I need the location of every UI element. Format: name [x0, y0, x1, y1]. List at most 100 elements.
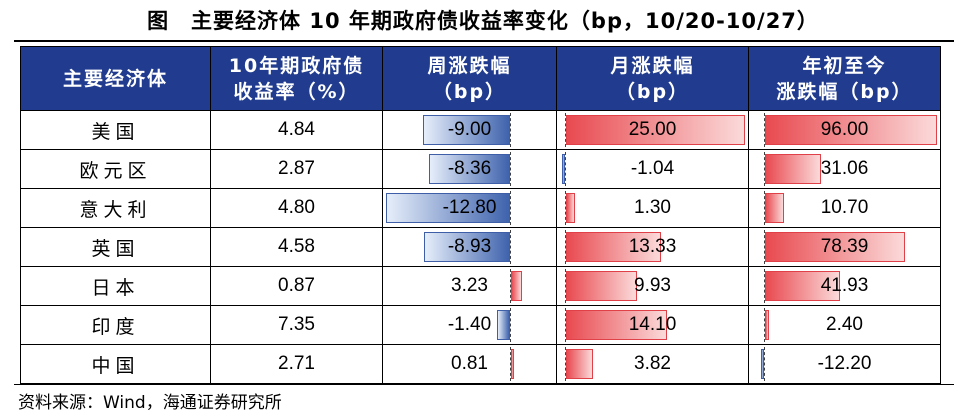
- week-value: -1.40: [447, 314, 492, 335]
- header-month: 月涨跌幅 （bp）: [556, 46, 749, 111]
- header-country: 主要经济体: [20, 46, 211, 111]
- country-cell: 中国: [20, 344, 211, 384]
- week-change-cell: 0.81: [382, 344, 557, 384]
- ytd-axis-line: [764, 191, 766, 225]
- table-row: 英国 4.58 -8.93 13.33 78.39: [20, 227, 941, 267]
- week-change-cell: 3.23: [382, 266, 557, 306]
- month-data-bar: [565, 232, 662, 262]
- week-value: -8.36: [447, 158, 492, 179]
- ytd-value: 41.93: [820, 275, 869, 296]
- table-row: 日本 0.87 3.23 9.93 41.93: [20, 266, 941, 306]
- month-data-bar: [565, 115, 745, 145]
- ytd-change-cell: -12.20: [748, 344, 941, 384]
- yield-cell: 2.71: [210, 344, 383, 384]
- month-data-bar: [565, 349, 593, 379]
- month-axis-line: [564, 308, 566, 342]
- month-change-cell: 13.33: [556, 227, 749, 267]
- week-axis-line: [510, 113, 512, 147]
- table-row: 美国 4.84 -9.00 25.00 96.00: [20, 110, 941, 150]
- country-cell: 印度: [20, 305, 211, 345]
- month-data-bar: [565, 310, 667, 340]
- ytd-data-bar: [765, 193, 785, 223]
- bottom-rule: [14, 384, 954, 385]
- week-value: -12.80: [442, 197, 497, 218]
- ytd-value: 96.00: [820, 119, 869, 140]
- month-change-cell: 14.10: [556, 305, 749, 345]
- ytd-axis-line: [764, 347, 766, 381]
- week-data-bar: [386, 193, 511, 223]
- table-title: 图 主要经济体 10 年期政府债收益率变化（bp，10/20-10/27）: [147, 9, 819, 33]
- month-change-cell: -1.04: [556, 149, 749, 189]
- week-data-bar: [496, 310, 511, 340]
- source-note: 资料来源：Wind，海通证券研究所: [18, 393, 282, 413]
- week-change-cell: -9.00: [382, 110, 557, 150]
- country-cell: 美国: [20, 110, 211, 150]
- header-week-line1: 周涨跌幅: [427, 54, 512, 77]
- month-value: 14.10: [628, 314, 677, 335]
- week-data-bar: [422, 115, 511, 145]
- ytd-data-bar: [765, 271, 841, 301]
- header-month-line1: 月涨跌幅: [610, 54, 695, 77]
- month-axis-line: [564, 347, 566, 381]
- month-value: -1.04: [630, 158, 675, 179]
- ytd-change-cell: 96.00: [748, 110, 941, 150]
- country-cell: 日本: [20, 266, 211, 306]
- month-value: 13.33: [628, 236, 677, 257]
- ytd-change-cell: 2.40: [748, 305, 941, 345]
- country-cell: 欧元区: [20, 149, 211, 189]
- header-yield: 10年期政府债 收益率（%）: [210, 46, 383, 111]
- ytd-data-bar: [765, 154, 821, 184]
- month-value: 1.30: [634, 197, 671, 218]
- month-axis-line: [564, 191, 566, 225]
- yield-cell: 7.35: [210, 305, 383, 345]
- ytd-value: 10.70: [820, 197, 869, 218]
- week-axis-line: [510, 308, 512, 342]
- week-data-bar: [429, 154, 511, 184]
- week-value: 0.81: [451, 353, 488, 374]
- week-change-cell: -12.80: [382, 188, 557, 228]
- header-ytd-line1: 年初至今: [802, 54, 887, 77]
- table-row: 意大利 4.80 -12.80 1.30 10.70: [20, 188, 941, 228]
- week-axis-line: [510, 230, 512, 264]
- month-value: 3.82: [634, 353, 671, 374]
- week-change-cell: -1.40: [382, 305, 557, 345]
- ytd-axis-line: [764, 269, 766, 303]
- table-body: 美国 4.84 -9.00 25.00 96.00 欧元区 2.87 -8.36 -1.04 31…: [20, 110, 941, 384]
- yield-change-table: 主要经济体 10年期政府债 收益率（%） 周涨跌幅 （bp） 月涨跌幅 （bp）…: [20, 46, 941, 384]
- country-cell: 意大利: [20, 188, 211, 228]
- header-week: 周涨跌幅 （bp）: [382, 46, 557, 111]
- yield-cell: 4.80: [210, 188, 383, 228]
- header-row: 主要经济体 10年期政府债 收益率（%） 周涨跌幅 （bp） 月涨跌幅 （bp）…: [20, 46, 941, 111]
- week-axis-line: [510, 191, 512, 225]
- week-data-bar: [423, 232, 511, 262]
- ytd-data-bar: [765, 232, 906, 262]
- country-cell: 英国: [20, 227, 211, 267]
- ytd-data-bar: [765, 115, 937, 145]
- month-change-cell: 1.30: [556, 188, 749, 228]
- month-axis-line: [564, 152, 566, 186]
- ytd-change-cell: 41.93: [748, 266, 941, 306]
- month-data-bar: [565, 193, 575, 223]
- ytd-data-bar: [761, 349, 765, 379]
- ytd-axis-line: [764, 230, 766, 264]
- ytd-change-cell: 31.06: [748, 149, 941, 189]
- yield-cell: 2.87: [210, 149, 383, 189]
- week-data-bar: [511, 349, 515, 379]
- month-change-cell: 25.00: [556, 110, 749, 150]
- month-change-cell: 3.82: [556, 344, 749, 384]
- ytd-axis-line: [764, 152, 766, 186]
- ytd-value: 2.40: [826, 314, 863, 335]
- ytd-change-cell: 78.39: [748, 227, 941, 267]
- yield-cell: 4.58: [210, 227, 383, 267]
- week-axis-line: [510, 347, 512, 381]
- month-value: 25.00: [628, 119, 677, 140]
- table-row: 印度 7.35 -1.40 14.10 2.40: [20, 305, 941, 345]
- table-row: 中国 2.71 0.81 3.82 -12.20: [20, 344, 941, 384]
- month-axis-line: [564, 230, 566, 264]
- month-value: 9.93: [634, 275, 671, 296]
- week-value: 3.23: [451, 275, 488, 296]
- header-week-line2: （bp）: [432, 80, 507, 103]
- week-change-cell: -8.93: [382, 227, 557, 267]
- month-axis-line: [564, 269, 566, 303]
- week-value: -8.93: [447, 236, 492, 257]
